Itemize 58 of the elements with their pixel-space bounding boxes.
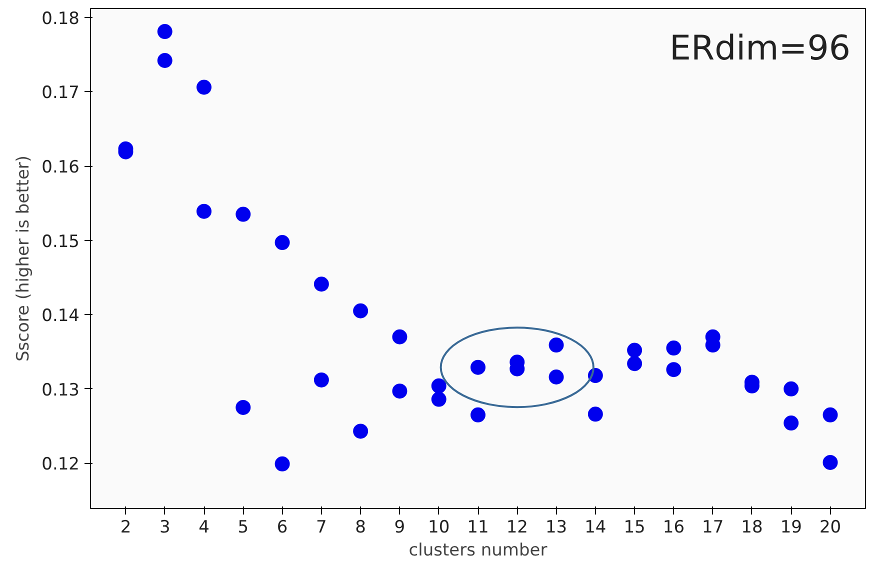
- x-tick-label: 13: [545, 518, 568, 538]
- point: [353, 303, 368, 318]
- x-tick-label: 18: [741, 518, 763, 538]
- point: [548, 370, 564, 384]
- point: [470, 360, 486, 375]
- point: [314, 372, 329, 388]
- point: [627, 342, 642, 358]
- point: [666, 362, 682, 378]
- x-tick-label: 19: [780, 518, 802, 538]
- point: [784, 381, 799, 396]
- point: [431, 392, 446, 407]
- x-tick-label: 14: [584, 518, 606, 538]
- point: [431, 378, 446, 394]
- y-tick-label: 0.12: [42, 454, 80, 475]
- y-tick-label: 0.13: [42, 380, 80, 400]
- annotation: ERdim=96: [669, 28, 851, 68]
- x-tick-label: 3: [159, 518, 170, 538]
- x-tick-label: 7: [316, 518, 327, 538]
- point: [274, 235, 290, 250]
- x-tick-label: 6: [276, 518, 288, 538]
- x-tick-label: 20: [819, 518, 842, 538]
- point: [314, 276, 329, 292]
- point: [236, 206, 251, 222]
- point: [157, 24, 172, 40]
- point: [274, 456, 290, 472]
- x-tick-label: 5: [238, 518, 249, 538]
- x-tick-label: 17: [702, 518, 724, 538]
- x-tick-label: 10: [428, 518, 450, 538]
- x-tick-label: 15: [624, 518, 646, 538]
- x-tick-label: 16: [662, 518, 685, 538]
- point: [392, 329, 408, 344]
- point: [157, 53, 172, 68]
- point: [822, 407, 838, 422]
- y-axis-title: Sscore (higher is better): [14, 155, 34, 362]
- point: [627, 356, 642, 372]
- x-axis-title: clusters number: [408, 540, 548, 560]
- y-tick-label: 0.17: [42, 83, 80, 104]
- point: [236, 400, 251, 415]
- point: [588, 406, 603, 422]
- x-tick-label: 8: [355, 518, 366, 538]
- x-tick-label: 12: [506, 518, 528, 538]
- point: [353, 424, 368, 439]
- y-tick-label: 0.18: [42, 8, 80, 29]
- x-tick-label: 4: [198, 518, 210, 538]
- y-tick-label: 0.14: [42, 306, 80, 326]
- y-tick-label: 0.16: [42, 158, 80, 178]
- point: [470, 407, 486, 422]
- x-tick-label: 11: [467, 518, 489, 538]
- point: [548, 338, 564, 353]
- point: [666, 340, 682, 356]
- point: [822, 454, 838, 470]
- point: [196, 80, 212, 95]
- point: [196, 204, 212, 219]
- x-tick-label: 2: [120, 518, 132, 538]
- y-tick-label: 0.15: [42, 232, 80, 252]
- point: [392, 384, 408, 399]
- x-tick-label: 9: [394, 518, 406, 538]
- point: [784, 416, 799, 431]
